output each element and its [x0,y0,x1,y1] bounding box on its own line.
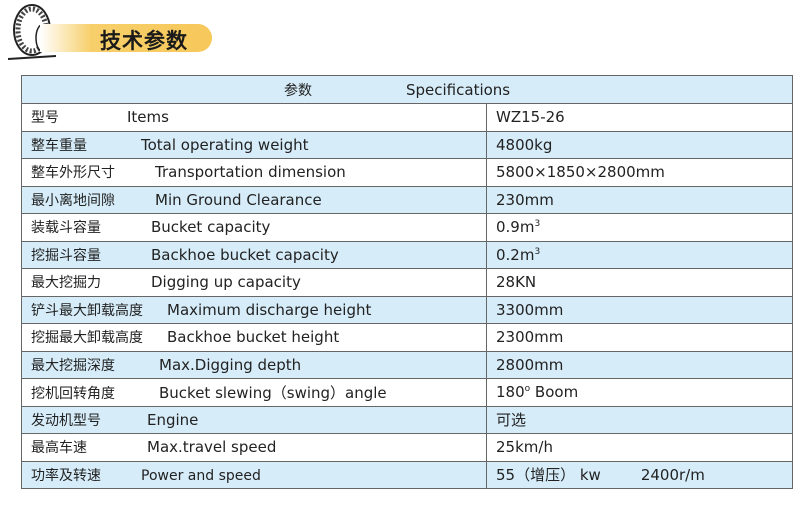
table-row: 挖掘最大卸载高度 Backhoe bucket height 2300mm [21,323,793,352]
spec-label-en: Engine [147,410,199,429]
spec-label-cn: 装载斗容量 [31,220,101,237]
spec-value-suffix: Boom [530,383,579,402]
spec-label-en: Backhoe bucket height [167,328,340,347]
spec-label-en: Digging up capacity [151,273,301,292]
spec-label-cn: 功率及转速 [31,467,101,484]
spec-value-cell: 180o Boom [486,378,793,407]
spec-value: 25km/h [496,438,553,457]
spec-label-en: Items [127,108,169,127]
spec-label-en: Bucket capacity [151,218,271,237]
table-row: 铲斗最大卸载高度 Maximum discharge height 3300mm [21,295,793,324]
spec-label-cell: 整车外形尺寸 Transportation dimension [21,158,487,187]
spec-label-en: Transportation dimension [155,163,346,182]
spec-label-cell: 型号 Items [21,103,487,132]
table-row: 型号 Items WZ15-26 [21,103,793,132]
spec-value-sup: 3 [534,246,541,257]
spec-label-cn: 铲斗最大卸载高度 [31,302,143,319]
spec-label-cn: 型号 [31,110,59,127]
spec-label-cn: 整车外形尺寸 [31,165,115,182]
spec-value-sup: 3 [534,219,541,230]
spec-value-sup: o [524,384,531,395]
spec-label-cell: 最高车速 Max.travel speed [21,433,487,462]
spec-label-cell: 最小离地间隙 Min Ground Clearance [21,185,487,214]
table-row: 装载斗容量 Bucket capacity 0.9m3 [21,213,793,242]
section-title: 技术参数 [100,29,188,53]
spec-label-cn: 最高车速 [31,440,87,457]
spec-value-cell: 55（增压） kw 2400r/m [486,460,793,489]
spec-value: 2800mm [496,355,564,374]
spec-label-cell: 装载斗容量 Bucket capacity [21,213,487,242]
spec-label-cell: 挖机回转角度 Bucket slewing（swing）angle [21,378,487,407]
spec-label-cn: 挖掘最大卸载高度 [31,330,143,347]
table-row: 功率及转速 Power and speed 55（增压） kw 2400r/m [21,460,793,489]
spec-label-cell: 发动机型号 Engine [21,405,487,434]
table-header: 参数 Specifications [21,75,793,104]
spec-label-cn: 发动机型号 [31,412,101,429]
table-row: 发动机型号 Engine 可选 [21,405,793,434]
spec-label-en: Max.travel speed [147,438,277,457]
spec-label-cn: 挖掘斗容量 [31,247,101,264]
table-row: 最高车速 Max.travel speed 25km/h [21,433,793,462]
spec-value: 0.2m [496,245,535,264]
spec-value: 5800×1850×2800mm [496,163,665,182]
spec-label-cn: 整车重量 [31,137,87,154]
spec-label-cell: 挖掘斗容量 Backhoe bucket capacity [21,240,487,269]
spec-value: 2300mm [496,328,564,347]
spec-value-cell: 3300mm [486,295,793,324]
spec-label-cell: 最大挖掘力 Digging up capacity [21,268,487,297]
spec-label-cn: 挖机回转角度 [31,385,115,402]
spec-label-en: Maximum discharge height [167,300,372,319]
spec-label-cell: 功率及转速 Power and speed [21,460,487,489]
spec-value-cell: 0.9m3 [486,213,793,242]
table-row: 最大挖掘深度 Max.Digging depth 2800mm [21,350,793,379]
table-row: 挖机回转角度 Bucket slewing（swing）angle 180o Bo… [21,378,793,407]
spec-label-cn: 最大挖掘深度 [31,357,115,374]
spec-value: 180 [496,383,525,402]
specifications-table: 参数 Specifications 型号 Items WZ15-26 整车重量 Tota… [21,75,793,489]
spec-label-en: Max.Digging depth [159,355,302,374]
spec-value-cell: 可选 [486,405,793,434]
spec-value: 55（增压） kw [496,466,601,485]
section-banner [40,24,212,52]
table-row: 整车重量 Total operating weight 4800kg [21,130,793,159]
spec-value-cell: WZ15-26 [486,103,793,132]
spec-label-en: Power and speed [141,467,261,484]
header-en: Specifications [406,80,511,99]
spec-value: 28KN [496,273,537,292]
table-row: 整车外形尺寸 Transportation dimension 5800×1850… [21,158,793,187]
spec-value-cell: 2300mm [486,323,793,352]
spec-value-cell: 230mm [486,185,793,214]
spec-label-cell: 最大挖掘深度 Max.Digging depth [21,350,487,379]
spec-label-en: Bucket slewing（swing）angle [159,383,387,402]
spec-label-en: Backhoe bucket capacity [151,245,339,264]
table-row: 最小离地间隙 Min Ground Clearance 230mm [21,185,793,214]
spec-value: 0.9m [496,218,535,237]
spec-label-en: Total operating weight [141,135,309,154]
spec-label-cell: 整车重量 Total operating weight [21,130,487,159]
spec-value-cell: 4800kg [486,130,793,159]
table-row: 挖掘斗容量 Backhoe bucket capacity 0.2m3 [21,240,793,269]
spec-value-cell: 25km/h [486,433,793,462]
spec-value-cell: 28KN [486,268,793,297]
spec-label-en: Min Ground Clearance [155,190,322,209]
spec-value-cell: 5800×1850×2800mm [486,158,793,187]
spec-label-cn: 最小离地间隙 [31,192,115,209]
spec-value-suffix: 2400r/m [640,466,705,485]
spec-label-cell: 挖掘最大卸载高度 Backhoe bucket height [21,323,487,352]
spec-value-cell: 0.2m3 [486,240,793,269]
spec-label-cn: 最大挖掘力 [31,275,101,292]
header-cn: 参数 [284,82,312,99]
spec-value: 可选 [496,411,527,430]
spec-value: 3300mm [496,300,564,319]
spec-value: 4800kg [496,135,553,154]
spec-value: WZ15-26 [496,108,565,127]
table-row: 最大挖掘力 Digging up capacity 28KN [21,268,793,297]
spec-value-cell: 2800mm [486,350,793,379]
spec-label-cell: 铲斗最大卸载高度 Maximum discharge height [21,295,487,324]
spec-value: 230mm [496,190,554,209]
